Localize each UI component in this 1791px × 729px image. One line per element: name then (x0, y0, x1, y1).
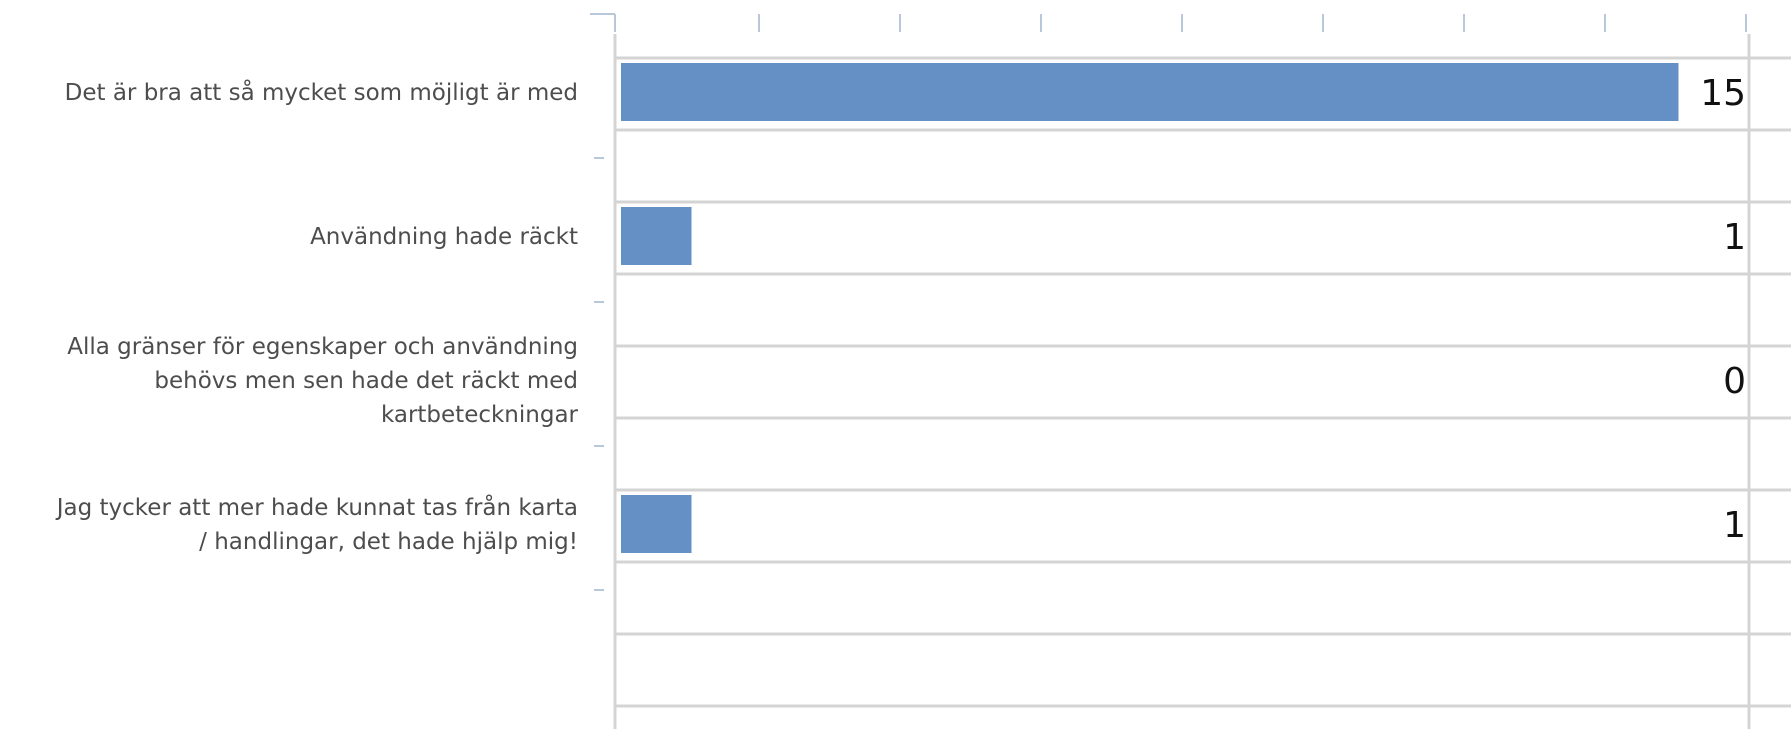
category-label-3-1: / handlingar, det hade hjälp mig! (199, 529, 578, 555)
category-label-0-0: Det är bra att så mycket som möjligt är … (65, 78, 578, 106)
bar-0 (621, 63, 1679, 121)
category-label-2-1: behövs men sen hade det räckt med (154, 368, 578, 394)
bar-3 (621, 495, 692, 553)
category-label-3-0: Jag tycker att mer hade kunnat tas från … (55, 493, 578, 521)
data-label-1: 1 (1723, 217, 1746, 258)
category-label-2-0: Alla gränser för egenskaper och användni… (67, 334, 578, 360)
data-label-3: 1 (1723, 505, 1746, 546)
category-label-2-2: kartbeteckningar (381, 402, 579, 428)
data-label-2: 0 (1723, 361, 1746, 402)
data-label-0: 15 (1700, 73, 1746, 114)
bar-1 (621, 207, 692, 265)
category-label-1-0: Användning hade räckt (310, 224, 578, 250)
